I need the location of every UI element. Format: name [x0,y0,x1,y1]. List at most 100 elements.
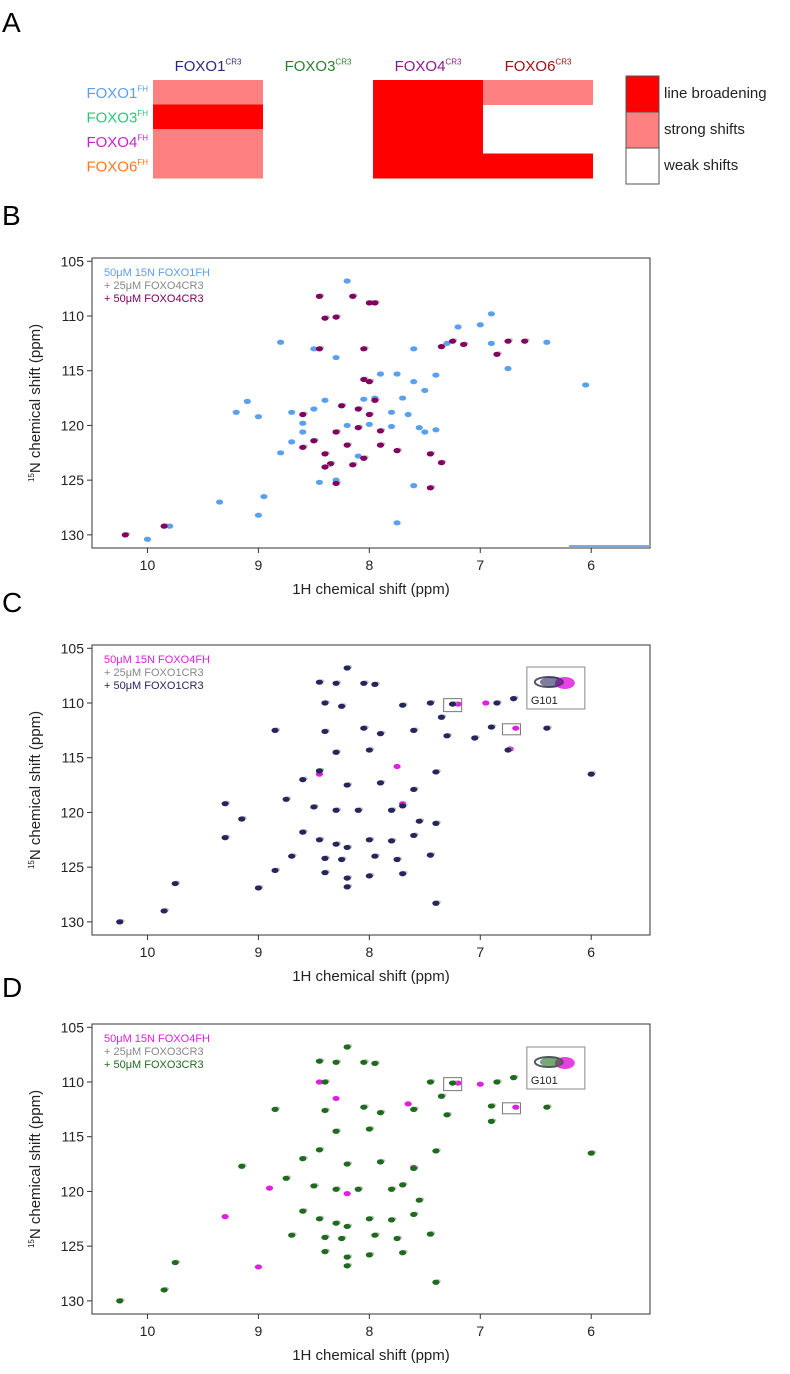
peak [432,1279,440,1285]
peak [332,429,340,435]
row-label-foxo3: FOXO3FH [86,109,148,127]
y-tick-label: 125 [61,1238,85,1254]
panel-label-d: D [2,972,22,1003]
peak [315,1216,324,1222]
peak [343,1254,351,1260]
peak [271,867,279,874]
peak [543,725,551,731]
peak [321,1234,329,1240]
legend-entry: + 50μM FOXO3CR3 [104,1059,204,1071]
peak [437,344,446,350]
peak [354,425,362,431]
peak [360,1059,368,1065]
y-axis-text: N chemical shift (ppm) [27,1090,44,1239]
x-tick-label: 10 [140,944,156,960]
peak [426,700,434,706]
peak [288,1232,296,1238]
peak [365,837,373,843]
peak [343,442,351,448]
peak [343,782,351,788]
y-axis-label: 15N chemical shift (ppm) [27,324,44,482]
x-tick-label: 9 [255,944,263,960]
peak [443,733,451,739]
y-tick-label: 120 [61,804,85,820]
peak [426,451,434,457]
peak [487,724,495,730]
legend-label-weak: weak shifts [663,157,738,174]
inset-peak-bound [539,677,564,687]
peak [504,338,512,344]
column-label-foxo6: FOXO6CR3 [505,57,572,75]
peak [160,523,168,529]
peak [448,338,457,344]
column-label-foxo4-sup: CR3 [445,57,462,66]
peak [376,442,385,448]
peak [393,763,401,770]
peak [232,409,240,415]
heatmap-cell [153,153,263,179]
y-tick-label: 105 [61,1019,85,1035]
peak [504,747,512,753]
peak [338,703,346,709]
x-tick-label: 6 [587,944,595,960]
peak [365,379,373,385]
peak [410,1106,418,1112]
peak [365,411,373,418]
peak [432,427,440,433]
peak [271,1106,279,1112]
peak [460,341,468,348]
peak [393,371,401,377]
x-tick-label: 10 [140,1323,156,1339]
peak [437,714,446,720]
legend-label-broad: line broadening [664,85,767,102]
heatmap-cell [153,80,263,105]
row-label-foxo1-text: FOXO1 [86,85,137,102]
peak [493,351,501,357]
peak [399,1182,407,1188]
peak [360,725,368,731]
x-tick-label: 7 [476,1323,484,1339]
peak [276,450,285,456]
nmr-spectra: 10 9 8 7 6 105 110 115 120 125 130 1H chemical shif… [27,253,651,1364]
peak [410,379,418,385]
peak [271,727,279,733]
peak [399,803,407,809]
spectrum-d: 10 9 8 7 6 105 110 115 120 125 130 1H chemical shif… [27,1019,651,1364]
zoom-box [501,1102,521,1115]
peak [421,429,429,435]
peak [376,731,385,737]
peak [354,453,362,459]
row-label-foxo1: FOXO1FH [86,84,148,102]
peak [399,702,407,708]
peak [171,1259,179,1266]
x-axis-label: 1H chemical shift (ppm) [292,581,450,598]
peak [343,884,351,890]
legend-entry: 50μM 15N FOXO1FH [104,267,210,279]
peak [343,1263,351,1269]
peak [487,1118,495,1124]
legend-entry: + 50μM FOXO4CR3 [104,293,204,305]
y-tick-label: 110 [62,695,85,711]
y-tick-label: 115 [62,363,85,379]
heatmap-cell [373,80,483,105]
column-label-foxo3-sup: CR3 [335,57,352,66]
peak [343,665,351,671]
y-tick-label: 105 [61,253,85,269]
peak [343,1191,351,1197]
peak [315,1147,324,1153]
peak [343,278,351,284]
peak [282,1175,290,1181]
peak [288,439,296,445]
peak [399,395,407,401]
y-tick-label: 115 [62,750,85,766]
peak [116,919,124,925]
peak [365,421,373,427]
peak [410,832,418,839]
peak [493,1079,501,1085]
peak [315,768,324,774]
peak [437,1093,446,1099]
peak [476,1081,484,1087]
peak [543,1104,551,1110]
peak [254,414,263,420]
peak [338,1235,346,1242]
